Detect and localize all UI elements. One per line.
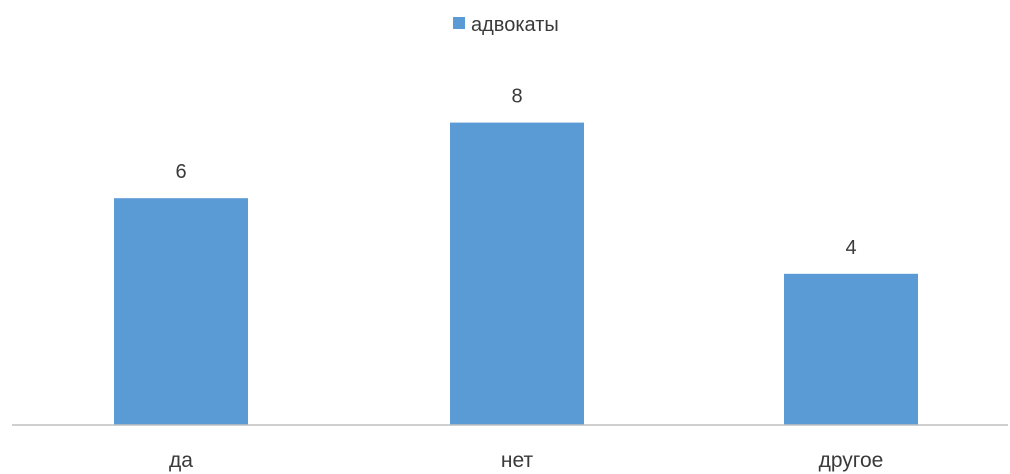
x-tick-labels: да нет другое [169, 449, 883, 472]
legend-swatch [453, 17, 465, 29]
x-tick-label-2: другое [819, 449, 884, 472]
bar-1 [450, 122, 584, 425]
bars-group [114, 122, 918, 425]
legend: адвокаты [453, 14, 559, 36]
bar-0 [114, 198, 248, 425]
data-label-0: 6 [175, 161, 186, 183]
bar-2 [784, 273, 918, 425]
data-labels-group: 6 8 4 [175, 86, 856, 259]
x-tick-label-0: да [169, 449, 193, 472]
data-label-2: 4 [845, 237, 856, 259]
data-label-1: 8 [511, 86, 522, 108]
legend-label: адвокаты [471, 14, 559, 36]
x-tick-label-1: нет [501, 449, 534, 472]
